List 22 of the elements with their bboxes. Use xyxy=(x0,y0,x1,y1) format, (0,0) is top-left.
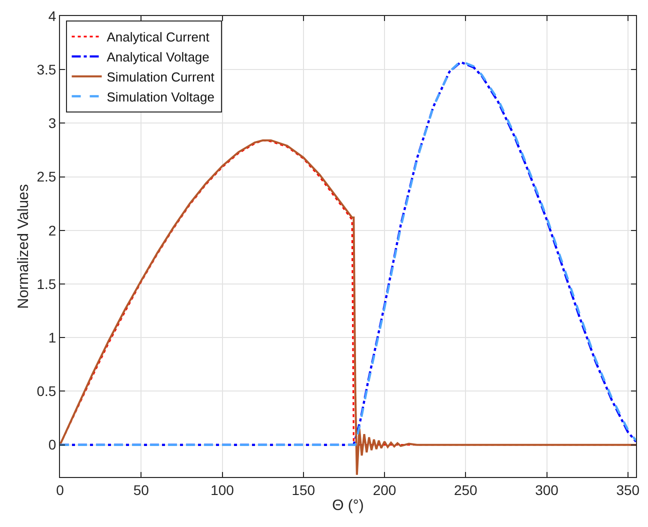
y-tick-label: 3 xyxy=(48,115,56,132)
legend-label: Analytical Voltage xyxy=(106,50,210,65)
y-tick-label: 1.5 xyxy=(36,276,56,292)
x-tick-label: 250 xyxy=(454,482,478,498)
y-tick-label: 0 xyxy=(48,436,56,453)
y-tick-label: 2.5 xyxy=(36,168,56,185)
x-tick-label: 100 xyxy=(210,482,234,498)
x-axis-title: Θ (°) xyxy=(332,496,364,514)
x-tick-label: 300 xyxy=(535,482,559,498)
legend-label: Simulation Voltage xyxy=(106,89,214,104)
y-tick-label: 2 xyxy=(48,222,56,238)
x-tick-label: 200 xyxy=(372,482,396,498)
y-tick-label: 1 xyxy=(48,330,56,346)
y-tick-label: 4 xyxy=(48,8,56,24)
x-tick-label: 350 xyxy=(616,482,640,498)
legend-label: Analytical Current xyxy=(106,30,210,45)
y-axis-title: Normalized Values xyxy=(14,184,32,309)
x-tick-label: 50 xyxy=(133,482,150,498)
y-tick-label: 3.5 xyxy=(36,62,56,78)
y-tick-label: 0.5 xyxy=(36,383,56,400)
legend-label: Simulation Current xyxy=(106,69,215,84)
x-tick-label: 150 xyxy=(292,482,316,498)
